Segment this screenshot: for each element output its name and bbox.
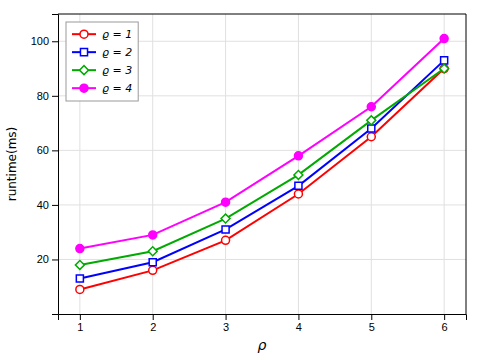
series-marker <box>441 57 448 64</box>
legend-item: ϱ = 1 <box>72 28 132 41</box>
x-tick-label: 5 <box>369 321 375 333</box>
legend-item: ϱ = 3 <box>72 64 132 77</box>
x-tick-mark <box>298 314 299 320</box>
y-tick-mark <box>52 96 58 97</box>
grid-line <box>371 14 372 314</box>
y-axis: 20 40 60 80 100 <box>31 15 59 315</box>
series-marker <box>294 152 302 160</box>
y-tick-label: 80 <box>37 90 49 102</box>
legend-item: ϱ = 2 <box>72 46 132 59</box>
series-marker <box>294 170 303 179</box>
x-tick-label: 4 <box>296 321 302 333</box>
plot-area <box>75 35 448 294</box>
grid-line <box>58 204 466 205</box>
series-marker <box>149 231 157 239</box>
x-tick: 2 <box>150 314 156 333</box>
legend-label: ϱ = 2 <box>102 46 132 59</box>
y-tick-label: 20 <box>37 253 49 265</box>
y-axis-title: runtime(ms) <box>5 127 19 202</box>
series-marker <box>294 190 302 198</box>
x-axis: 1 2 3 4 5 6 <box>59 314 467 333</box>
x-tick-label: 3 <box>223 321 229 333</box>
grid-line <box>58 150 466 151</box>
y-tick-mark <box>52 205 58 206</box>
x-tick-mark <box>371 314 372 320</box>
grid-line <box>58 259 466 260</box>
series-marker <box>75 260 84 269</box>
y-tick-label: 100 <box>31 35 49 47</box>
y-tick: 100 <box>31 35 58 47</box>
grid-line <box>225 14 226 314</box>
legend-symbol <box>80 49 87 56</box>
x-tick-mark <box>80 314 81 320</box>
series-marker <box>149 259 156 266</box>
grid <box>58 14 466 314</box>
plot-frame <box>58 14 466 314</box>
legend-symbol <box>80 30 88 38</box>
x-axis-title: ρ <box>258 337 267 353</box>
x-tick-mark <box>153 314 154 320</box>
legend-label: ϱ = 1 <box>102 28 132 41</box>
x-tick-mark <box>444 314 445 320</box>
y-tick: 20 <box>37 253 58 265</box>
y-tick-mark <box>52 41 58 42</box>
x-tick-label: 2 <box>150 321 156 333</box>
y-tick: 60 <box>37 144 58 156</box>
legend-box <box>66 22 138 101</box>
series-marker <box>148 247 157 256</box>
x-tick-label: 6 <box>442 321 448 333</box>
y-tick-label: 60 <box>37 144 49 156</box>
series-marker <box>76 275 83 282</box>
y-tick: 40 <box>37 199 58 211</box>
y-tick-mark <box>52 259 58 260</box>
series-marker <box>367 116 376 125</box>
x-tick: 3 <box>223 314 229 333</box>
x-tick: 1 <box>77 314 83 333</box>
series-marker <box>221 214 230 223</box>
series-marker <box>368 125 375 132</box>
series-marker <box>222 198 230 206</box>
chart-svg: 12345620406080100ρruntime(ms)ϱ = 1ϱ = 2ϱ… <box>0 0 482 360</box>
series-marker <box>149 266 157 274</box>
x-tick-mark <box>226 314 227 320</box>
series-marker <box>222 236 230 244</box>
series-marker <box>76 285 84 293</box>
legend-symbol <box>80 66 89 75</box>
legend-label: ϱ = 4 <box>102 82 132 95</box>
legend: ϱ = 1 ϱ = 2 ϱ = 3 ϱ = 4 <box>66 22 138 101</box>
x-tick: 6 <box>442 314 448 333</box>
series-marker <box>76 245 84 253</box>
series-marker <box>295 182 302 189</box>
legend-item: ϱ = 4 <box>72 82 132 95</box>
grid-line <box>298 14 299 314</box>
x-tick-label: 1 <box>77 321 83 333</box>
x-tick: 4 <box>296 314 302 333</box>
y-tick-mark <box>52 150 58 151</box>
x-axis-line <box>59 315 467 321</box>
series-marker <box>367 103 375 111</box>
series-marker <box>440 35 448 43</box>
series-marker <box>367 133 375 141</box>
legend-label: ϱ = 3 <box>102 64 132 77</box>
y-tick: 80 <box>37 90 58 102</box>
chart-container: 12345620406080100ρruntime(ms)ϱ = 1ϱ = 2ϱ… <box>0 0 482 360</box>
x-tick: 5 <box>369 314 375 333</box>
series-marker <box>440 64 449 73</box>
series-marker <box>222 226 229 233</box>
y-axis-line <box>52 15 59 315</box>
legend-symbol <box>80 84 88 92</box>
y-tick-label: 40 <box>37 199 49 211</box>
